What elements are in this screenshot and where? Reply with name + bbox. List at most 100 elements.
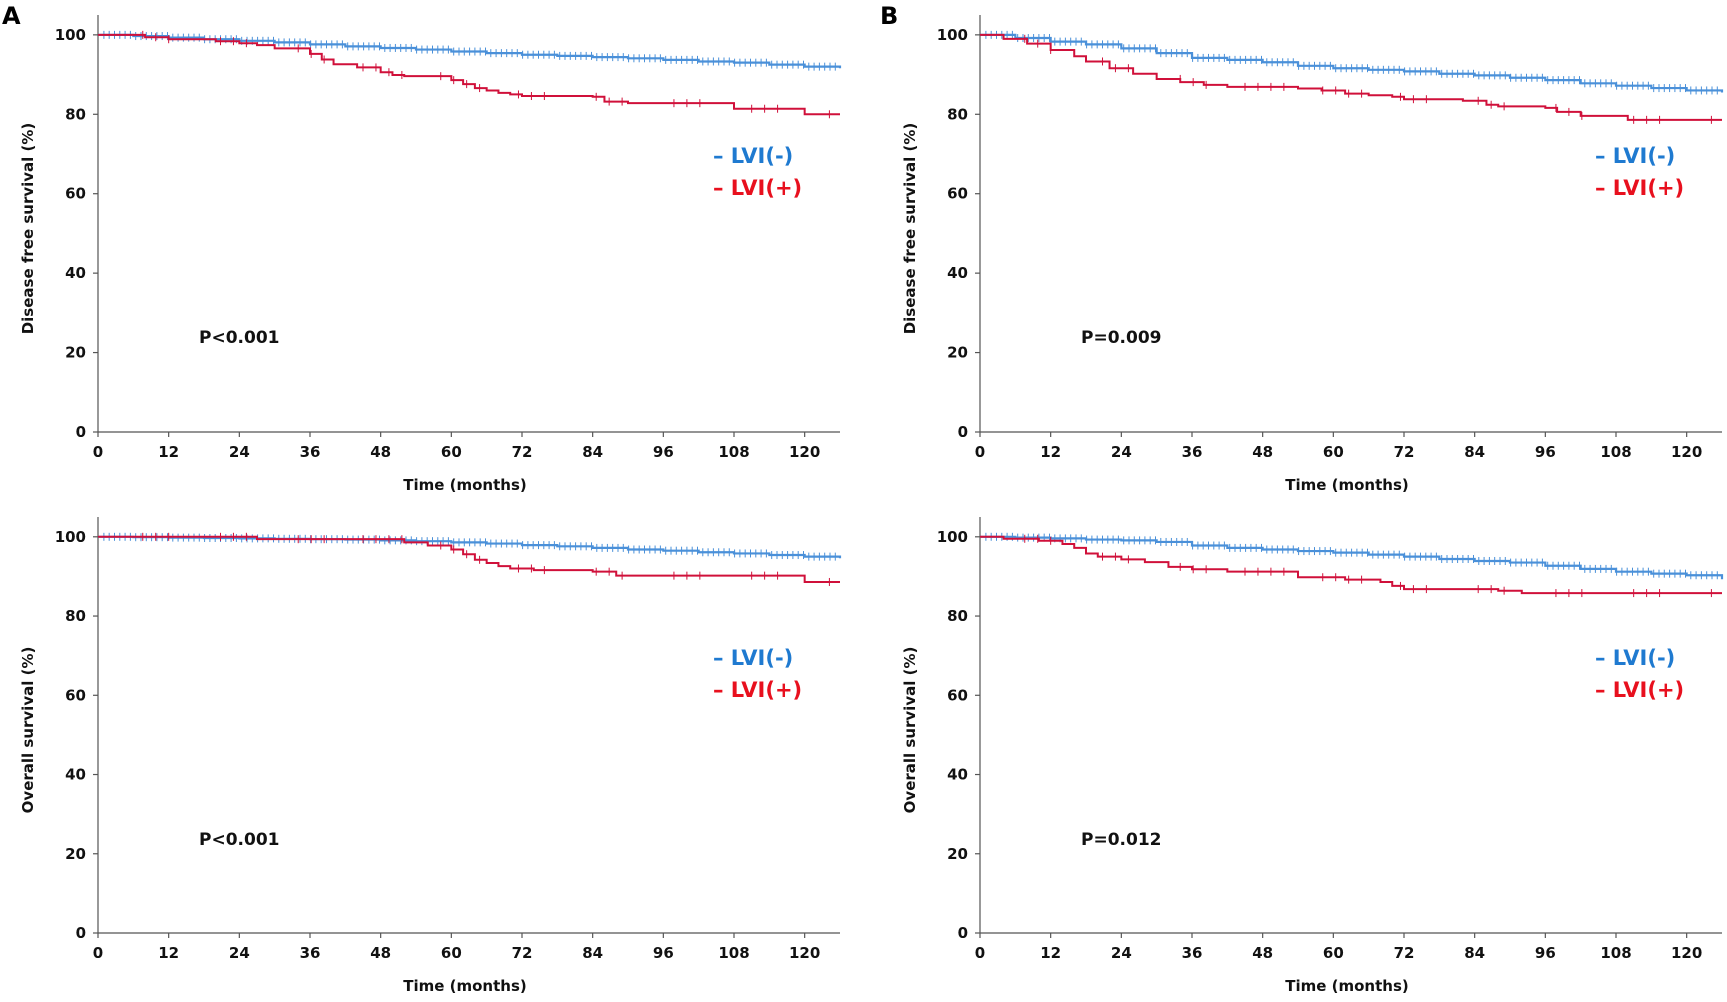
x-axis-label: Time (months) — [403, 476, 527, 494]
y-axis-label: Overall survival (%) — [901, 647, 919, 814]
y-tick-label: 20 — [947, 344, 968, 362]
x-tick-label: 24 — [1111, 944, 1132, 962]
x-tick-label: 108 — [718, 443, 749, 461]
x-tick-label: 48 — [1252, 944, 1273, 962]
x-tick-label: 24 — [229, 944, 250, 962]
x-tick-label: 120 — [1671, 944, 1702, 962]
y-tick-label: 100 — [937, 26, 968, 44]
y-tick-label: 0 — [76, 423, 86, 441]
x-tick-label: 0 — [93, 443, 103, 461]
km-plot-A-os: 0 20 40 60 80 100 0 12 24 36 48 60 72 84 96 108 120 Time … — [19, 517, 842, 995]
x-tick-label: 12 — [158, 944, 179, 962]
x-tick-label: 36 — [1182, 443, 1203, 461]
x-tick-label: 36 — [300, 944, 321, 962]
y-tick-label: 80 — [65, 105, 86, 123]
y-tick-label: 20 — [947, 845, 968, 863]
y-tick-label: 0 — [76, 924, 86, 942]
x-tick-label: 0 — [975, 443, 985, 461]
legend-lvi-pos: – LVI(+) — [1595, 176, 1684, 200]
km-curve-lvi-neg — [980, 33, 1724, 93]
km-curve-lvi-neg — [98, 33, 842, 69]
y-tick-label: 80 — [65, 607, 86, 625]
y-tick-label: 40 — [65, 766, 86, 784]
x-tick-label: 84 — [582, 443, 603, 461]
x-tick-label: 96 — [1535, 443, 1556, 461]
x-tick-label: 72 — [1394, 443, 1415, 461]
y-tick-label: 20 — [65, 845, 86, 863]
x-tick-label: 60 — [441, 443, 462, 461]
y-axis-label: Disease free survival (%) — [19, 123, 37, 335]
x-tick-label: 84 — [1464, 443, 1485, 461]
x-tick-label: 12 — [158, 443, 179, 461]
y-tick-label: 80 — [947, 105, 968, 123]
y-tick-label: 60 — [947, 185, 968, 203]
km-curve-lvi-pos — [98, 535, 840, 583]
x-tick-label: 120 — [789, 443, 820, 461]
y-tick-label: 60 — [947, 686, 968, 704]
y-tick-label: 40 — [947, 766, 968, 784]
y-tick-label: 80 — [947, 607, 968, 625]
x-tick-label: 36 — [1182, 944, 1203, 962]
x-tick-label: 96 — [653, 944, 674, 962]
x-tick-label: 84 — [582, 944, 603, 962]
y-tick-label: 100 — [937, 528, 968, 546]
y-tick-label: 60 — [65, 185, 86, 203]
legend-lvi-pos: – LVI(+) — [713, 678, 802, 702]
km-curve-lvi-pos — [98, 33, 840, 116]
legend-lvi-neg: – LVI(-) — [713, 144, 793, 168]
x-tick-label: 108 — [1600, 443, 1631, 461]
x-axis-label: Time (months) — [403, 977, 527, 995]
x-tick-label: 96 — [653, 443, 674, 461]
p-value: P<0.001 — [199, 830, 279, 850]
km-curve-lvi-neg — [980, 535, 1724, 580]
x-tick-label: 60 — [441, 944, 462, 962]
y-tick-label: 40 — [947, 264, 968, 282]
legend-lvi-neg: – LVI(-) — [1595, 646, 1675, 670]
x-tick-label: 12 — [1040, 944, 1061, 962]
y-tick-label: 100 — [55, 528, 86, 546]
y-tick-label: 20 — [65, 344, 86, 362]
x-tick-label: 48 — [370, 443, 391, 461]
p-value: P<0.001 — [199, 328, 279, 348]
km-plot-B-dfs: 0 20 40 60 80 100 0 12 24 36 48 60 72 84 96 108 120 Time … — [901, 15, 1724, 494]
x-tick-label: 0 — [93, 944, 103, 962]
legend-lvi-pos: – LVI(+) — [1595, 678, 1684, 702]
panel-letter-b: B — [880, 2, 898, 30]
p-value: P=0.012 — [1081, 830, 1161, 850]
x-tick-label: 72 — [512, 443, 533, 461]
legend-lvi-pos: – LVI(+) — [713, 176, 802, 200]
km-plot-A-dfs: 0 20 40 60 80 100 0 12 24 36 48 60 72 84 96 108 120 Time … — [19, 15, 842, 494]
x-tick-label: 24 — [229, 443, 250, 461]
y-tick-label: 40 — [65, 264, 86, 282]
x-tick-label: 84 — [1464, 944, 1485, 962]
x-tick-label: 60 — [1323, 443, 1344, 461]
x-tick-label: 108 — [1600, 944, 1631, 962]
x-tick-label: 120 — [1671, 443, 1702, 461]
x-axis-label: Time (months) — [1285, 476, 1409, 494]
y-tick-label: 100 — [55, 26, 86, 44]
x-tick-label: 12 — [1040, 443, 1061, 461]
km-plot-B-os: 0 20 40 60 80 100 0 12 24 36 48 60 72 84 96 108 120 Time … — [901, 517, 1724, 995]
legend-lvi-neg: – LVI(-) — [1595, 144, 1675, 168]
x-tick-label: 60 — [1323, 944, 1344, 962]
x-tick-label: 36 — [300, 443, 321, 461]
y-axis-label: Overall survival (%) — [19, 647, 37, 814]
km-curve-lvi-neg — [98, 535, 842, 559]
legend-lvi-neg: – LVI(-) — [713, 646, 793, 670]
x-axis-label: Time (months) — [1285, 977, 1409, 995]
y-axis-label: Disease free survival (%) — [901, 123, 919, 335]
x-tick-label: 48 — [370, 944, 391, 962]
km-curve-lvi-pos — [980, 535, 1722, 595]
x-tick-label: 72 — [512, 944, 533, 962]
x-tick-label: 0 — [975, 944, 985, 962]
km-curve-lvi-pos — [980, 33, 1722, 121]
x-tick-label: 108 — [718, 944, 749, 962]
y-tick-label: 0 — [958, 924, 968, 942]
y-tick-label: 60 — [65, 686, 86, 704]
x-tick-label: 120 — [789, 944, 820, 962]
p-value: P=0.009 — [1081, 328, 1161, 348]
x-tick-label: 24 — [1111, 443, 1132, 461]
y-tick-label: 0 — [958, 423, 968, 441]
x-tick-label: 48 — [1252, 443, 1273, 461]
